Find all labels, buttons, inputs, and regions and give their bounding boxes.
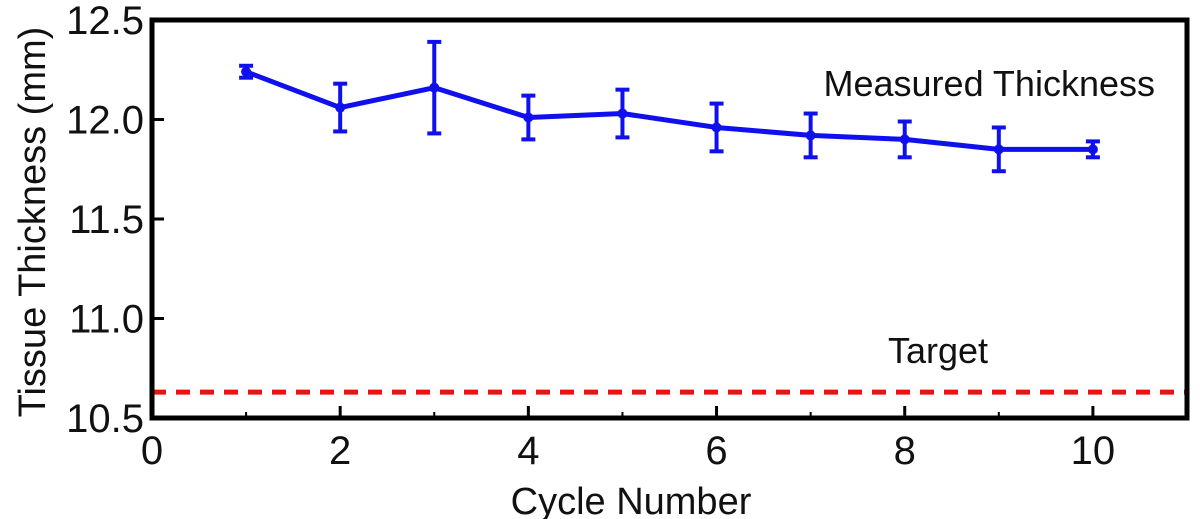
x-tick-label: 4 (517, 429, 539, 473)
x-tick-label: 0 (141, 429, 163, 473)
x-tick-label: 2 (329, 429, 351, 473)
data-point (993, 144, 1004, 155)
tick-layer: 0 2 4 6 8 10 12.5 12.0 11.5 11.0 10.5 (66, 0, 1115, 473)
x-tick-label: 8 (894, 429, 916, 473)
y-tick-label: 11.0 (69, 298, 144, 342)
data-point (617, 108, 628, 119)
y-axis-title: Tissue Thickness (mm) (12, 27, 54, 418)
series-label-measured-thickness: Measured Thickness (824, 63, 1156, 104)
data-point (1087, 144, 1098, 155)
data-point (711, 122, 722, 133)
data-point (899, 134, 910, 145)
x-axis-title: Cycle Number (511, 481, 752, 519)
data-point (805, 130, 816, 141)
reference-label-target: Target (888, 330, 988, 371)
series-line-measured-thickness (245, 69, 1093, 152)
data-point (335, 102, 346, 113)
y-tick-label: 12.5 (66, 0, 144, 43)
series-layer (239, 39, 1100, 174)
y-tick-label: 10.5 (66, 397, 144, 441)
data-point (429, 82, 440, 93)
y-tick-label: 11.5 (69, 198, 144, 242)
data-point (523, 112, 534, 123)
y-tick-label: 12.0 (66, 99, 144, 143)
x-tick-label: 10 (1071, 429, 1116, 473)
x-tick-label: 6 (705, 429, 727, 473)
data-point (241, 66, 252, 77)
